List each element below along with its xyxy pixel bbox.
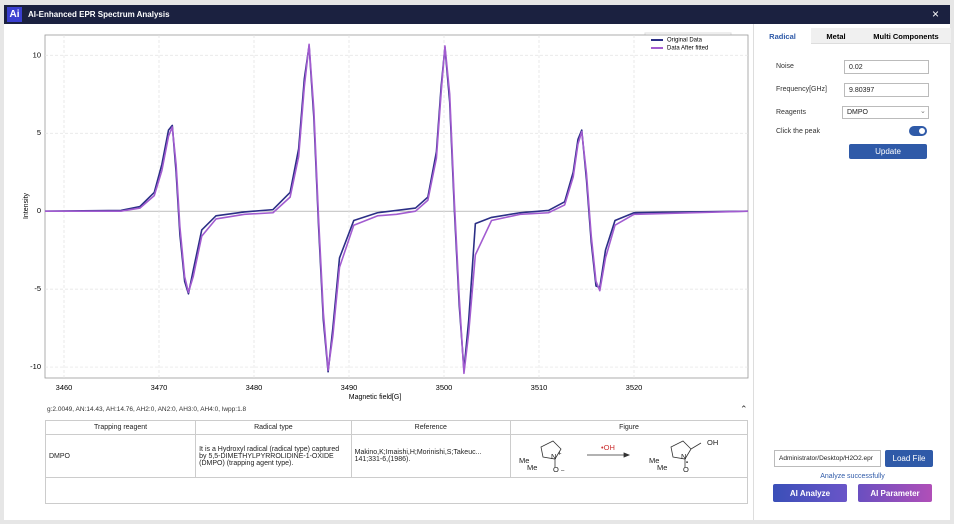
update-button[interactable]: Update	[849, 144, 927, 159]
legend-label: Data After fitted	[667, 46, 708, 52]
toggle[interactable]	[909, 126, 927, 136]
figure-label: N	[681, 452, 686, 461]
figure-label: O	[553, 465, 559, 474]
status-text: Analyze successfully	[820, 473, 885, 480]
figure-label: Me	[519, 456, 529, 465]
tab[interactable]: Radical	[754, 28, 811, 44]
tab[interactable]: Multi Components	[873, 31, 939, 41]
header-cell: Figure	[510, 420, 748, 435]
cell: Makino,K;Imaishi,H;Morinishi,S;Takeuc...…	[350, 434, 512, 478]
noise-input[interactable]: 0.02	[844, 60, 929, 74]
figure-cell: Me Me N + O – •OH Me Me N O • OH	[510, 434, 748, 478]
load-file-button[interactable]: Load File	[885, 450, 933, 467]
legend-label: Original Data	[667, 38, 703, 44]
figure-label: Me	[527, 463, 537, 472]
title-bar: Ai AI-Enhanced EPR Spectrum Analysis ×	[4, 5, 950, 24]
y-tick-label: 10	[33, 50, 41, 59]
cell: DMPO	[44, 434, 197, 478]
window-title: AI-Enhanced EPR Spectrum Analysis	[28, 10, 170, 19]
figure-label: Me	[657, 463, 667, 472]
tab-bar: Radical Metal Multi Components	[754, 28, 951, 44]
figure-label: OH	[707, 438, 718, 447]
figure-label: +	[558, 452, 562, 458]
side-panel: Radical Metal Multi Components Noise 0.0…	[753, 24, 951, 520]
header-cell: Trapping reagent	[44, 420, 197, 435]
y-tick-label: -5	[34, 284, 41, 293]
figure-label: –	[561, 469, 565, 475]
data-line	[45, 43, 749, 375]
figure-label: O	[683, 465, 689, 474]
figure-label: Me	[649, 456, 659, 465]
toggle-label: Click the peak	[776, 128, 820, 135]
x-tick-label: 3470	[151, 383, 168, 392]
x-tick-label: 3510	[531, 383, 548, 392]
x-axis-label: Magnetic field[G]	[349, 394, 402, 401]
header-cell: Radical type	[195, 420, 352, 435]
y-axis-label: Intensity	[23, 192, 30, 219]
ai-analyze-button[interactable]: AI Analyze	[773, 484, 847, 502]
chart: Magnetic field[G] Intensity -10 -5 0 5 10 346…	[23, 32, 749, 401]
toggle-knob	[919, 128, 925, 134]
results-table: Trapping reagent Radical type Reference …	[44, 420, 748, 478]
x-tick-label: 3520	[626, 383, 643, 392]
tab[interactable]: Metal	[826, 31, 846, 41]
plot-area	[44, 34, 749, 379]
parameters: g:2.0049, AN:14.43, AH:14.76, AH2:0, AN2…	[47, 406, 247, 413]
figure-label: •	[686, 461, 688, 467]
file-path-input[interactable]: Administrator/Desktop/H2O2.epr	[774, 450, 881, 467]
y-tick-label: -10	[30, 362, 41, 371]
cell: It is a Hydroxyl radical (radical type) …	[195, 434, 352, 478]
logo: Ai	[7, 7, 22, 22]
header-cell: Reference	[350, 420, 512, 435]
reagent-select[interactable]: DMPO	[842, 106, 929, 119]
y-tick-label: 5	[37, 128, 41, 137]
data-line	[44, 45, 749, 373]
frequency-input[interactable]: 9.80397	[844, 83, 929, 97]
y-tick-label: 0	[37, 206, 41, 215]
field-label: Noise	[776, 63, 794, 70]
x-tick-label: 3490	[341, 383, 358, 392]
dropdown-arrow: ⌄	[920, 108, 926, 115]
field-label: Frequency[GHz]	[776, 86, 827, 93]
close-button[interactable]: ×	[932, 7, 940, 21]
collapse-toggle[interactable]: ⌃	[740, 404, 748, 414]
figure-label: •OH	[601, 443, 615, 452]
ai-parameter-button[interactable]: AI Parameter	[858, 484, 932, 502]
figure-label: N	[551, 452, 556, 461]
field-label: Reagents	[776, 109, 806, 116]
x-tick-label: 3480	[246, 383, 263, 392]
x-tick-label: 3460	[56, 383, 73, 392]
results-panel: Trapping reagent Radical type Reference …	[44, 420, 748, 504]
x-tick-label: 3500	[436, 383, 453, 392]
